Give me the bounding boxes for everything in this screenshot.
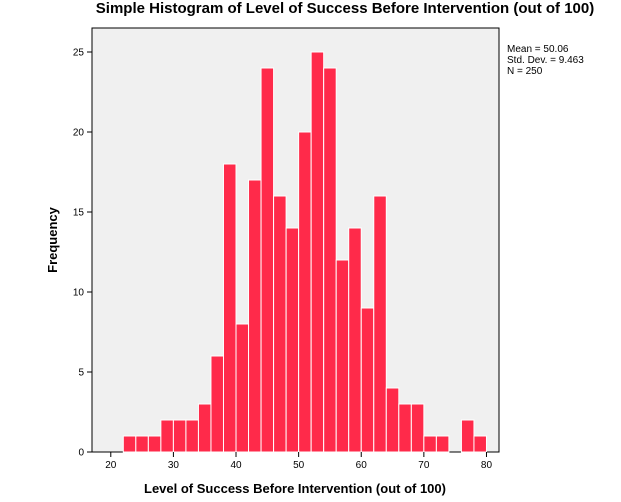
x-tick-label: 40: [230, 460, 242, 471]
stat-std-dev: Std. Dev. = 9.463: [507, 55, 584, 66]
x-axis: 20 30 40 50 60 70 80: [105, 452, 492, 471]
y-axis: 0 5 10 15 20 25: [73, 48, 92, 459]
histogram-bar: [348, 227, 362, 453]
histogram-bar: [460, 419, 475, 453]
stat-mean: Mean = 50.06: [507, 44, 569, 55]
histogram-bar: [298, 131, 312, 453]
y-tick-label: 0: [78, 448, 84, 459]
histogram-bar: [385, 387, 400, 453]
histogram-bar: [260, 67, 275, 453]
y-tick-label: 10: [73, 288, 85, 299]
x-tick-label: 50: [293, 460, 305, 471]
histogram-bar: [435, 435, 450, 453]
histogram-bar: [423, 435, 437, 453]
histogram-bar: [160, 419, 174, 453]
chart-title: Simple Histogram of Level of Success Bef…: [96, 0, 594, 17]
histogram-bar: [235, 323, 250, 453]
stat-n: N = 250: [507, 66, 543, 77]
histogram-bar: [122, 435, 137, 453]
histogram-bar: [410, 403, 425, 453]
x-tick-label: 20: [105, 460, 117, 471]
x-tick-label: 60: [356, 460, 368, 471]
histogram-bar: [360, 307, 375, 453]
histogram-bar: [248, 179, 262, 453]
histogram-bar: [135, 435, 149, 453]
y-tick-label: 15: [73, 208, 85, 219]
histogram-bar: [398, 403, 412, 453]
x-axis-label: Level of Success Before Intervention (ou…: [144, 481, 446, 496]
histogram-bar: [473, 435, 487, 453]
x-tick-label: 30: [168, 460, 180, 471]
histogram-bar: [197, 403, 212, 453]
statistics-box: Mean = 50.06 Std. Dev. = 9.463 N = 250: [507, 44, 584, 77]
histogram-bar: [373, 195, 387, 453]
y-axis-label: Frequency: [45, 206, 60, 273]
histogram-bar: [310, 51, 325, 453]
y-tick-label: 25: [73, 48, 85, 59]
y-tick-label: 5: [78, 368, 84, 379]
x-tick-label: 80: [481, 460, 493, 471]
histogram-bar: [273, 195, 287, 453]
histogram-bar: [210, 355, 224, 453]
histogram-bar: [185, 419, 199, 453]
histogram-bar: [335, 259, 350, 453]
histogram-bar: [285, 227, 300, 453]
histogram-bar: [172, 419, 187, 453]
bars-layer: [122, 51, 487, 453]
histogram-bar: [147, 435, 162, 453]
y-tick-label: 20: [73, 128, 85, 139]
histogram-bar: [323, 67, 337, 453]
histogram-bar: [222, 163, 237, 453]
x-tick-label: 70: [418, 460, 430, 471]
